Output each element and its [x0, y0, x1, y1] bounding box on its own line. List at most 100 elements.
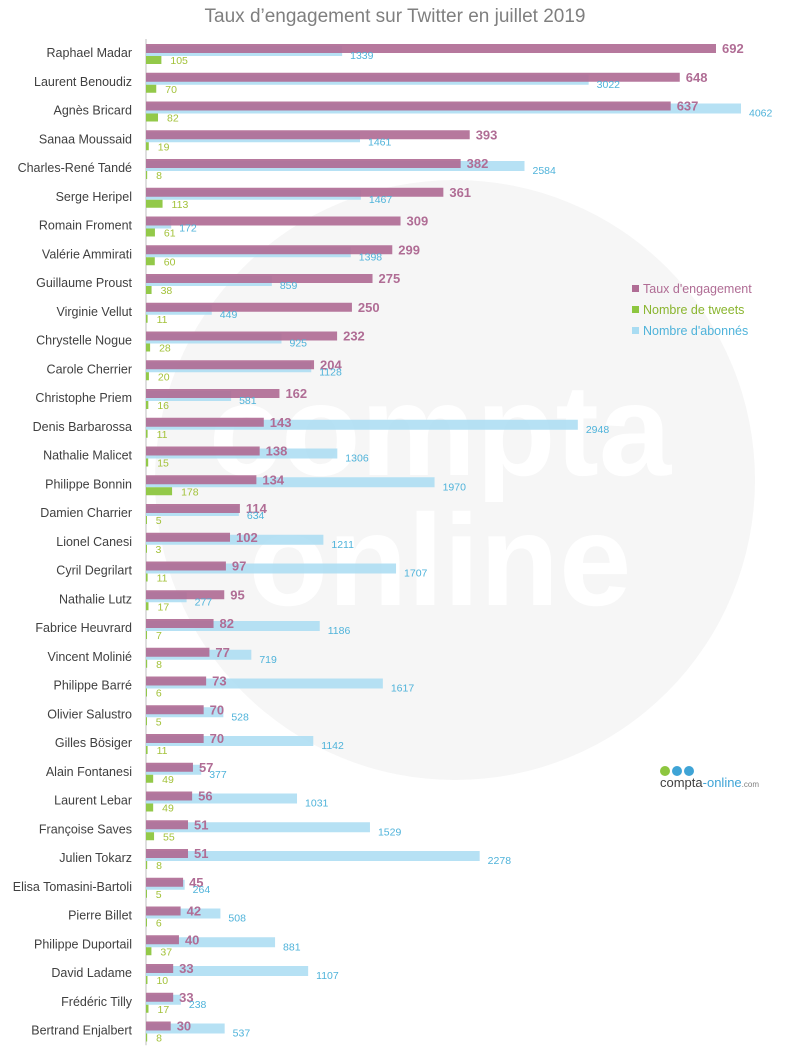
bar-tweets: [146, 976, 148, 984]
bar-tweets: [146, 803, 154, 812]
bar-tweets: [146, 774, 154, 783]
bar-engagement: [146, 1021, 171, 1031]
legend-label-tweets: Nombre de tweets: [643, 302, 745, 317]
data-label-abonnes: 1529: [378, 826, 402, 838]
category-label: Philippe Barré: [53, 679, 132, 693]
data-label-tweets: 113: [172, 199, 189, 211]
data-label-abonnes: 1142: [321, 740, 344, 752]
legend-label-engagement: Taux d'engagement: [643, 281, 752, 296]
data-label-engagement: 250: [358, 300, 380, 315]
bar-abonnes: [146, 477, 435, 488]
bar-engagement: [146, 274, 373, 283]
logo-text: compta-online.com: [660, 775, 759, 790]
data-label-abonnes: 859: [280, 280, 298, 292]
data-label-tweets: 105: [170, 55, 188, 67]
category-label: Alain Fontanesi: [46, 765, 132, 779]
bar-tweets: [146, 228, 155, 237]
bar-engagement: [146, 561, 226, 571]
bar-engagement: [146, 72, 680, 82]
watermark-text-2: online: [249, 487, 632, 633]
logo-dot-green: [660, 766, 670, 776]
bar-engagement: [146, 906, 181, 916]
category-label: Denis Barbarossa: [33, 420, 132, 434]
data-label-tweets: 8: [156, 1033, 162, 1045]
bar-tweets: [146, 429, 148, 438]
data-label-abonnes: 377: [209, 769, 227, 781]
bar-engagement: [146, 532, 231, 542]
data-label-abonnes: 1970: [443, 481, 467, 493]
bar-abonnes: [146, 563, 397, 574]
data-label-engagement: 692: [722, 41, 744, 56]
data-label-engagement: 33: [179, 961, 193, 976]
bar-engagement: [146, 504, 240, 513]
category-label: Guillaume Proust: [36, 276, 132, 290]
legend-swatch-tweets: [632, 306, 639, 313]
bar-engagement: [146, 647, 210, 657]
data-label-engagement: 361: [449, 185, 471, 200]
data-label-engagement: 143: [270, 415, 292, 430]
data-label-abonnes: 537: [233, 1028, 251, 1040]
category-label: Pierre Billet: [68, 909, 132, 923]
data-label-abonnes: 264: [193, 884, 211, 896]
bar-engagement: [146, 130, 470, 140]
category-label: Frédéric Tilly: [61, 995, 133, 1009]
data-label-abonnes: 1031: [305, 798, 329, 810]
compta-online-logo: compta-online.com: [660, 766, 759, 790]
data-label-engagement: 309: [407, 214, 429, 229]
bar-engagement: [146, 619, 214, 628]
data-label-engagement: 30: [177, 1019, 191, 1034]
bar-engagement: [146, 849, 189, 858]
bar-tweets: [146, 1033, 148, 1042]
bar-engagement: [146, 446, 260, 456]
data-label-tweets: 20: [158, 371, 170, 383]
data-label-engagement: 45: [189, 875, 203, 890]
legend-label-abonnes: Nombre d'abonnés: [643, 323, 749, 338]
bar-abonnes: [146, 851, 480, 861]
bar-engagement: [146, 820, 189, 830]
bar-abonnes: [146, 678, 383, 689]
legend-item-engagement: Taux d'engagement: [632, 278, 752, 299]
category-label: Gilles Bösiger: [55, 736, 132, 750]
data-label-abonnes: 3022: [597, 79, 621, 91]
data-label-abonnes: 925: [289, 338, 307, 350]
bar-engagement: [146, 676, 207, 686]
category-label: Philippe Duportail: [34, 937, 132, 951]
bar-tweets: [146, 199, 163, 208]
legend-item-tweets: Nombre de tweets: [632, 299, 752, 320]
data-label-abonnes: 2278: [488, 855, 512, 867]
bar-engagement: [146, 877, 184, 887]
data-label-tweets: 61: [164, 228, 176, 240]
logo-accent: -online: [702, 775, 742, 790]
category-label: David Ladame: [51, 966, 132, 980]
category-label: Charles-René Tandé: [18, 161, 132, 175]
data-label-abonnes: 4062: [749, 108, 773, 120]
category-label: Laurent Lebar: [54, 794, 132, 808]
data-label-engagement: 70: [210, 702, 224, 717]
legend: Taux d'engagement Nombre de tweets Nombr…: [632, 278, 752, 341]
bar-abonnes: [146, 736, 314, 746]
data-label-engagement: 57: [199, 760, 213, 775]
bar-engagement: [146, 331, 338, 341]
category-label: Virginie Vellut: [56, 305, 132, 319]
data-label-engagement: 138: [266, 444, 288, 459]
data-label-abonnes: 1306: [345, 453, 369, 465]
data-label-engagement: 114: [246, 501, 268, 516]
category-label: Raphael Madar: [47, 46, 132, 60]
data-label-abonnes: 1707: [404, 568, 428, 580]
bar-abonnes: [146, 621, 320, 631]
bar-tweets: [146, 746, 148, 754]
data-label-engagement: 82: [220, 616, 234, 631]
bar-engagement: [146, 590, 225, 600]
category-label: Julien Tokarz: [59, 851, 132, 865]
bar-engagement: [146, 475, 257, 485]
bar-tweets: [146, 688, 147, 697]
data-label-abonnes: 1467: [369, 194, 393, 206]
data-label-tweets: 11: [157, 745, 168, 757]
category-label: Agnès Bricard: [53, 104, 132, 118]
data-label-abonnes: 238: [189, 999, 207, 1011]
bar-abonnes: [146, 1023, 225, 1034]
data-label-tweets: 37: [160, 946, 172, 958]
category-label: Nathalie Malicet: [43, 449, 132, 463]
data-label-engagement: 77: [215, 645, 229, 660]
